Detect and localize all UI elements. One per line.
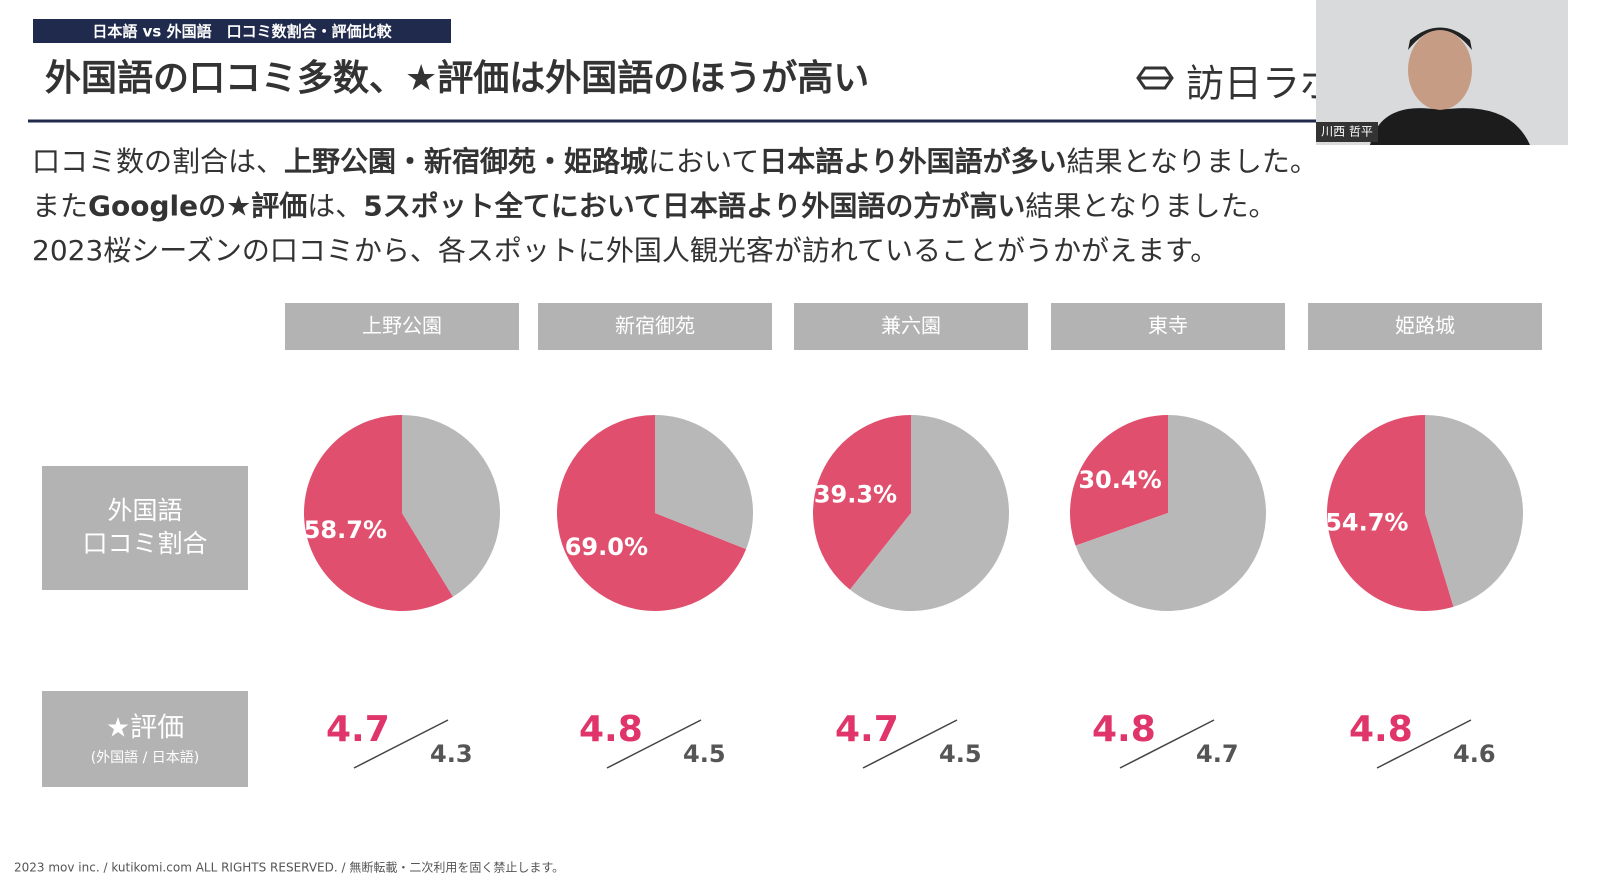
row-label: 外国語 bbox=[107, 496, 182, 525]
pie-slice bbox=[1069, 415, 1168, 546]
webcam-name: 川西 哲平 bbox=[1321, 125, 1373, 139]
footer: 2023 mov inc. / kutikomi.com ALL RIGHTS … bbox=[14, 860, 564, 875]
chart-title: 兼六園 bbox=[881, 314, 941, 338]
chart-title-box bbox=[1051, 303, 1285, 350]
row-label-box bbox=[42, 691, 248, 787]
body-line: 口コミ数の割合は、上野公園・新宿御苑・姫路城において日本語より外国語が多い結果と… bbox=[32, 145, 1318, 178]
body-segment: Googleの★評価 bbox=[88, 190, 307, 223]
rating-foreign: 4.7 bbox=[835, 709, 899, 750]
rating-foreign: 4.8 bbox=[579, 709, 643, 750]
slide-title: 外国語の口コミ多数、★評価は外国語のほうが高い bbox=[45, 58, 869, 99]
row-label-sub: (外国語 / 日本語) bbox=[91, 750, 200, 766]
body-segment: 結果となりました。 bbox=[1025, 190, 1276, 223]
webcam-name-box bbox=[1316, 122, 1378, 142]
rating-japanese: 4.5 bbox=[939, 740, 982, 768]
body-segment: 結果となりました。 bbox=[1067, 145, 1318, 178]
pie-slice bbox=[1075, 415, 1266, 612]
logo-icon bbox=[1136, 66, 1174, 90]
rating-japanese: 4.5 bbox=[683, 740, 726, 768]
body-segment: 5スポット全てにおいて日本語より外国語の方が高い bbox=[363, 190, 1025, 223]
pie-label: 58.7% bbox=[304, 516, 387, 544]
chart-title-box bbox=[285, 303, 519, 350]
body-segment: また bbox=[32, 190, 88, 223]
body-segment: 2023桜シーズンの口コミから、各スポットに外国人観光客が訪れていることがうかが… bbox=[32, 234, 1218, 267]
charts: 上野公園 58.7% 4.7 4.3 新宿御苑 69.0% 4.8 4.5 兼六園 39.3% 4.… bbox=[285, 303, 1542, 769]
webcam-body bbox=[1370, 108, 1530, 145]
chart-title: 東寺 bbox=[1148, 314, 1188, 338]
pie-slice bbox=[402, 415, 500, 597]
pie-label: 54.7% bbox=[1325, 509, 1408, 537]
header-tag-box bbox=[33, 19, 451, 43]
pie-slice bbox=[655, 415, 753, 550]
chart-title: 姫路城 bbox=[1395, 314, 1455, 338]
body-segment: 上野公園・新宿御苑・姫路城 bbox=[284, 145, 648, 178]
chart-title-box bbox=[1308, 303, 1542, 350]
pie-label: 30.4% bbox=[1078, 466, 1161, 494]
chart-title-box bbox=[794, 303, 1028, 350]
rating-japanese: 4.7 bbox=[1196, 740, 1239, 768]
body-segment: は、 bbox=[307, 190, 363, 223]
pie-slice bbox=[557, 415, 747, 611]
pie-slice bbox=[303, 415, 453, 611]
rating-slash bbox=[606, 719, 702, 769]
body-line: 2023桜シーズンの口コミから、各スポットに外国人観光客が訪れていることがうかが… bbox=[32, 234, 1218, 267]
row-label-box bbox=[42, 466, 248, 590]
rating-foreign: 4.8 bbox=[1092, 709, 1156, 750]
rating-japanese: 4.6 bbox=[1453, 740, 1496, 768]
body-text: 口コミ数の割合は、上野公園・新宿御苑・姫路城において日本語より外国語が多い結果と… bbox=[32, 145, 1318, 267]
rating-foreign: 4.7 bbox=[326, 709, 390, 750]
header-tag: 日本語 vs 外国語 口コミ数割合・評価比較 bbox=[92, 23, 392, 41]
chart-title: 新宿御苑 bbox=[615, 314, 695, 338]
pie-slice bbox=[1425, 415, 1523, 607]
logo: 訪日ラボ bbox=[1186, 62, 1338, 106]
rating-slash bbox=[353, 719, 449, 769]
chart-title-box bbox=[538, 303, 772, 350]
pie-slice bbox=[849, 415, 1009, 611]
row-label: 口コミ割合 bbox=[82, 529, 207, 558]
webcam-face bbox=[1408, 30, 1472, 110]
rating-japanese: 4.3 bbox=[430, 740, 473, 768]
pie-slice bbox=[1326, 415, 1454, 612]
body-segment: において bbox=[648, 145, 759, 178]
rating-foreign: 4.8 bbox=[1349, 709, 1413, 750]
body-segment: 日本語より外国語が多い bbox=[759, 145, 1066, 178]
pie-slice bbox=[812, 415, 911, 590]
rating-slash bbox=[862, 719, 958, 769]
row-label: ★評価 bbox=[106, 713, 184, 744]
body-line: またGoogleの★評価は、5スポット全てにおいて日本語より外国語の方が高い結果… bbox=[32, 190, 1277, 223]
rating-slash bbox=[1376, 719, 1472, 769]
webcam-hair bbox=[1408, 27, 1472, 50]
chart-title: 上野公園 bbox=[362, 314, 442, 338]
pie-label: 39.3% bbox=[814, 481, 897, 509]
rating-slash bbox=[1119, 719, 1215, 769]
body-segment: 口コミ数の割合は、 bbox=[32, 145, 284, 178]
pie-label: 69.0% bbox=[565, 533, 648, 561]
